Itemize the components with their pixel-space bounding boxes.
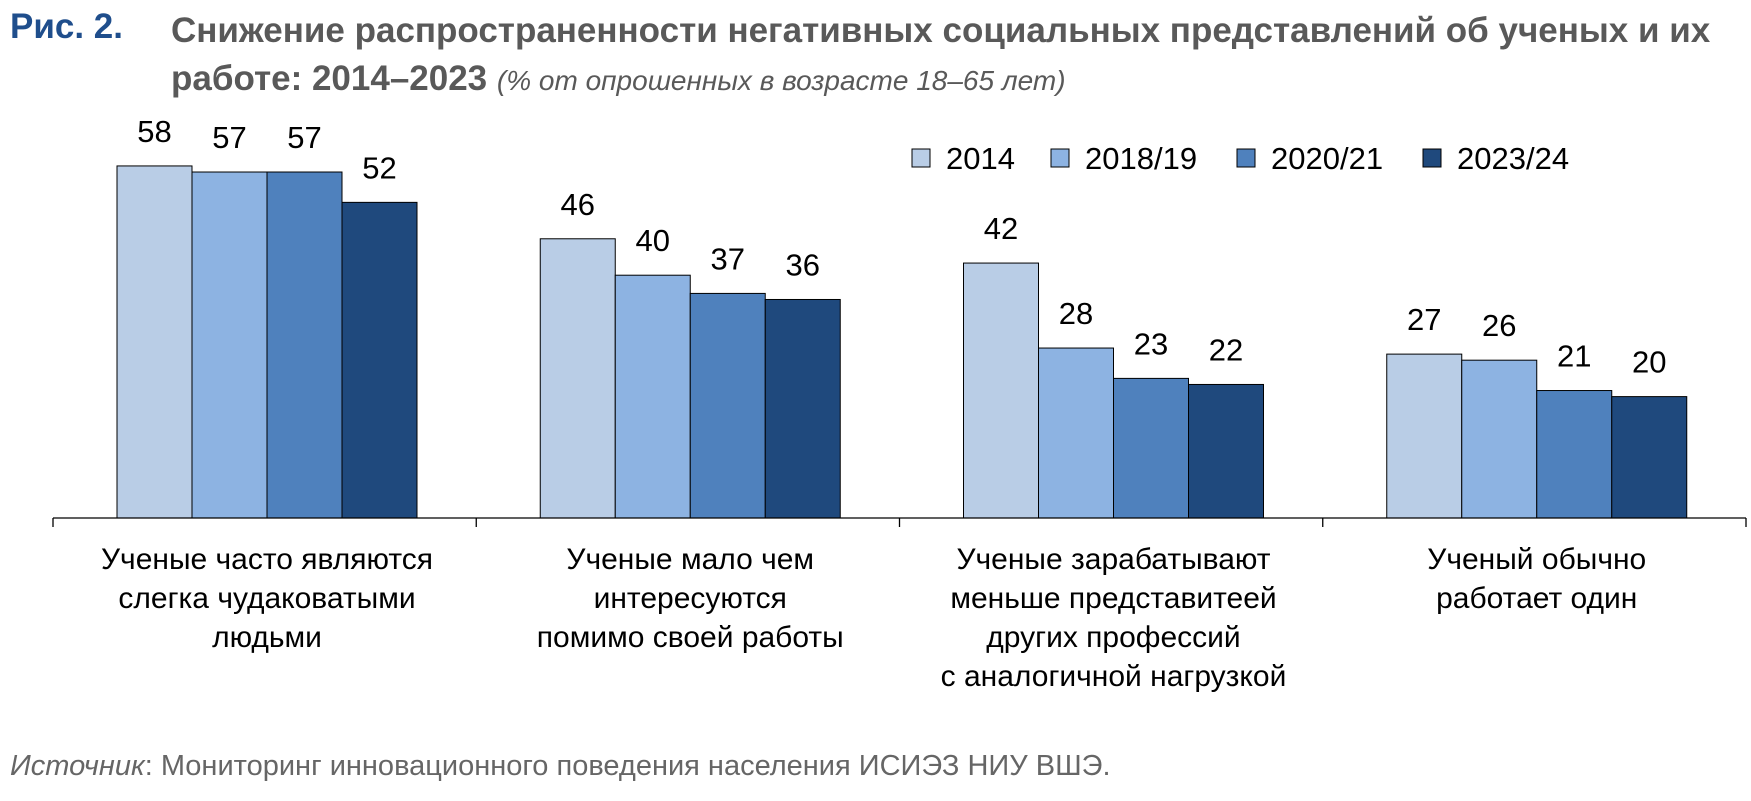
value-label: 46 xyxy=(561,187,595,222)
legend-label: 2023/24 xyxy=(1457,141,1569,176)
category-label: Ученые часто являются слегка чудаковатыми… xyxy=(101,543,433,654)
source-note: Источник: Мониторинг инновационного пове… xyxy=(10,750,1111,783)
value-label: 22 xyxy=(1209,332,1243,367)
legend-label: 2018/19 xyxy=(1085,141,1197,176)
figure-subtitle: (% от опрошенных в возрасте 18–65 лет) xyxy=(496,65,1066,96)
value-label: 36 xyxy=(786,247,820,282)
bar-1-2023-24 xyxy=(341,201,418,519)
value-label: 58 xyxy=(137,114,171,149)
value-label: 28 xyxy=(1059,296,1093,331)
value-label: 27 xyxy=(1407,302,1441,337)
value-label: 23 xyxy=(1134,326,1168,361)
bar-1-2020-21 xyxy=(266,171,343,519)
figure-label: Рис. 2. xyxy=(10,7,123,46)
value-label: 21 xyxy=(1557,339,1591,374)
category-label: Ученые зарабатывают меньше представитеей д… xyxy=(941,543,1287,693)
value-label: 42 xyxy=(984,211,1018,246)
category-label: Ученый обычно работает один xyxy=(1427,543,1646,615)
value-label: 52 xyxy=(362,150,396,185)
legend-label: 2014 xyxy=(946,141,1015,176)
legend-swatch xyxy=(911,148,931,168)
bar-4-2023-24 xyxy=(1611,396,1688,519)
value-labels-layer: 58 57 57 52 46 40 37 36 42 28 23 22 27 26 21 20 xyxy=(137,114,1666,380)
bar-1-2018-19 xyxy=(191,171,268,519)
category-label: Ученые мало чем интересуются помимо своей … xyxy=(537,543,844,654)
bar-2-2023-24 xyxy=(764,298,841,519)
source-prefix: Источник xyxy=(10,750,145,782)
bar-2-2014 xyxy=(539,238,616,519)
bar-3-2020-21 xyxy=(1113,377,1189,519)
bar-chart: 58 57 57 52 46 40 37 36 42 28 23 22 27 26 21 20 Ученые … xyxy=(52,114,1747,693)
legend-label: 2020/21 xyxy=(1271,141,1383,176)
figure-title: Снижение распространенности негативных с… xyxy=(171,7,1731,105)
bar-1-2014 xyxy=(116,165,193,519)
bar-3-2023-24 xyxy=(1188,383,1264,519)
value-label: 57 xyxy=(287,120,321,155)
source-text: : Мониторинг инновационного поведения на… xyxy=(144,750,1111,782)
bar-3-2014 xyxy=(963,262,1039,519)
legend-swatch xyxy=(1236,148,1256,168)
legend-swatch xyxy=(1422,148,1442,168)
value-label: 57 xyxy=(212,120,246,155)
bar-4-2018-19 xyxy=(1461,359,1538,519)
bar-4-2014 xyxy=(1386,353,1463,519)
figure-title-text: Снижение распространенности негативных с… xyxy=(171,11,1711,98)
value-label: 40 xyxy=(636,223,670,258)
legend: 2014 2018/19 2020/21 2023/24 xyxy=(911,141,1569,176)
legend-swatch xyxy=(1050,148,1070,168)
bar-2-2018-19 xyxy=(614,274,691,519)
value-label: 37 xyxy=(711,241,745,276)
category-labels-layer: Ученые часто являются слегка чудаковатыми… xyxy=(101,543,1646,693)
bar-4-2020-21 xyxy=(1536,390,1613,519)
bar-3-2018-19 xyxy=(1038,347,1114,519)
value-label: 26 xyxy=(1482,308,1516,343)
x-axis xyxy=(52,517,1747,527)
value-label: 20 xyxy=(1632,345,1666,380)
bar-2-2020-21 xyxy=(689,292,766,519)
bars-layer xyxy=(116,165,1688,519)
